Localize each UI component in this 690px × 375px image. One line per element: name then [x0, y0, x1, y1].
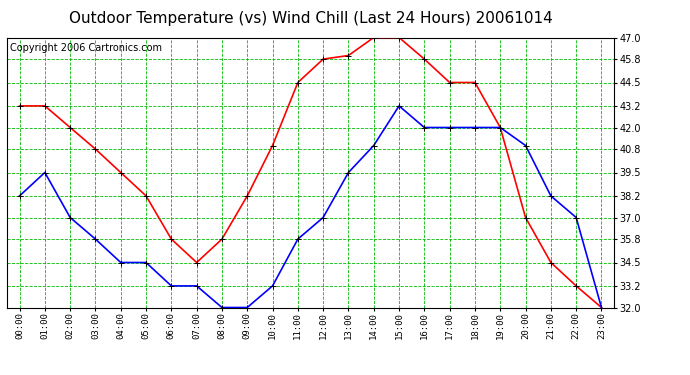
Text: Outdoor Temperature (vs) Wind Chill (Last 24 Hours) 20061014: Outdoor Temperature (vs) Wind Chill (Las…	[68, 11, 553, 26]
Text: Copyright 2006 Cartronics.com: Copyright 2006 Cartronics.com	[10, 43, 162, 53]
